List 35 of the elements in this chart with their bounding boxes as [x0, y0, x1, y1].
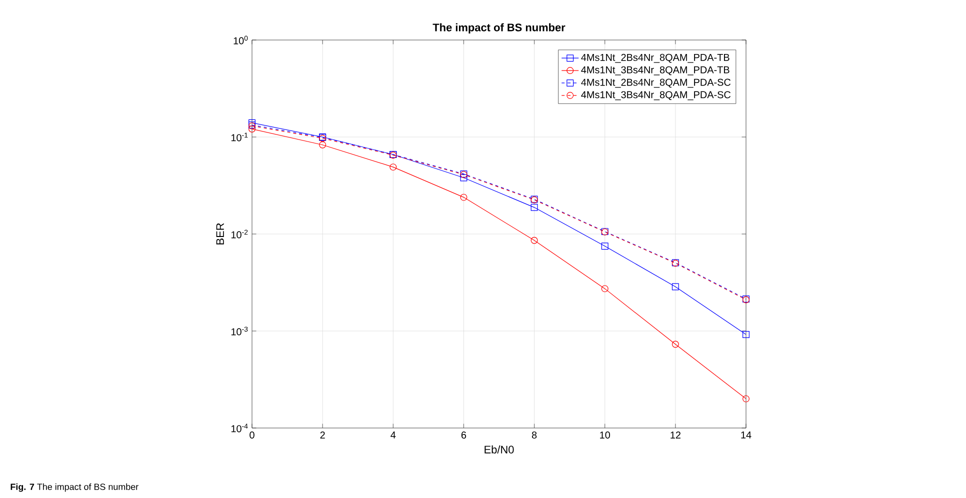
legend-label: 4Ms1Nt_3Bs4Nr_8QAM_PDA-TB: [581, 66, 730, 76]
y-tick-label: 10$^{-4}$: [231, 424, 248, 432]
point: [319, 141, 326, 148]
point: [248, 119, 256, 126]
point: [742, 331, 750, 338]
text: Fig. 7 The impact of BS number: [10, 483, 138, 492]
point: [601, 285, 608, 292]
legend-label: 4Ms1Nt_2Bs4Nr_8QAM_PDA-TB: [581, 54, 730, 63]
point: [601, 242, 608, 250]
point: [460, 174, 468, 182]
legend-label: 4Ms1Nt_3Bs4Nr_8QAM_PDA-SC: [581, 91, 731, 100]
point: [530, 204, 538, 211]
x-tick-label: 10: [600, 432, 610, 439]
y-tick-label: 10$^{-2}$: [231, 230, 248, 238]
point: [460, 194, 468, 201]
x-tick-label: 12: [670, 432, 680, 438]
x-tick-label: 4: [390, 432, 396, 438]
point: [672, 283, 679, 290]
y-axis-title: BER: [216, 223, 224, 244]
point: [530, 236, 538, 244]
x-tick-label: 14: [741, 432, 752, 438]
x-tick-label: 8: [532, 432, 537, 439]
point: [672, 340, 679, 348]
point: [390, 164, 397, 171]
chart-title: The impact of BS number: [432, 23, 566, 34]
y-tick-label: 10$^{-3}$: [231, 326, 248, 336]
point: [742, 395, 750, 402]
legend-label: 4Ms1Nt_2Bs4Nr_8QAM_PDA-SC: [581, 78, 731, 88]
y-tick-label: 10$^{0}$: [234, 36, 248, 44]
x-tick-label: 6: [461, 432, 466, 439]
y-tick-label: 10$^{-1}$: [231, 132, 248, 142]
point: [248, 125, 256, 132]
x-tick-label: 2: [320, 432, 325, 438]
x-tick-label: 0: [250, 432, 254, 439]
x-axis-title: Eb/N0: [484, 445, 514, 454]
